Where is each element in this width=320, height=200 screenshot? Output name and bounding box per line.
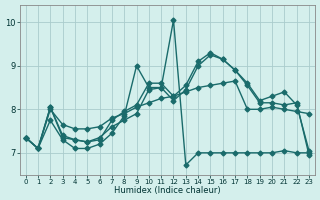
X-axis label: Humidex (Indice chaleur): Humidex (Indice chaleur) (114, 186, 221, 195)
